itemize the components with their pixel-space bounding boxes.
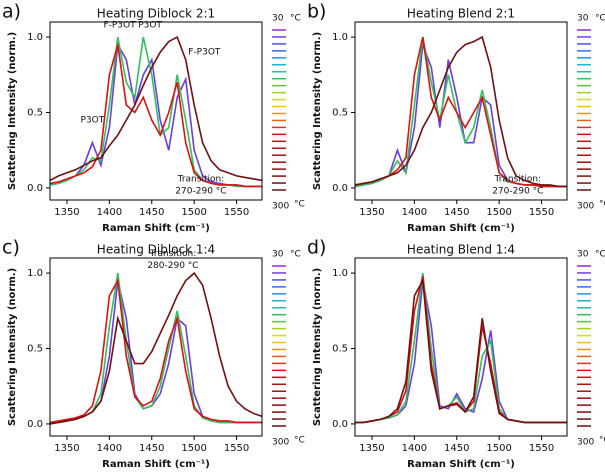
y-tick-label: 0.0 [332, 183, 348, 194]
x-tick-label: 1500 [486, 443, 511, 454]
y-tick-label: 1.0 [332, 268, 348, 279]
colorbar-unit: °C [599, 200, 605, 210]
y-axis-label: Scattering Intensity (norm.) [312, 268, 323, 426]
x-tick-label: 1550 [224, 443, 249, 454]
x-tick-label: 1450 [444, 443, 469, 454]
spectrum-line [50, 278, 262, 424]
chart-title: Heating Blend 2:1 [407, 7, 515, 21]
x-tick-label: 1350 [54, 443, 79, 454]
x-tick-label: 1350 [54, 207, 79, 218]
x-tick-label: 1400 [97, 207, 122, 218]
y-tick-label: 1.0 [332, 32, 348, 43]
panel-label: d) [307, 237, 326, 259]
colorbar-top: 30 [272, 250, 284, 260]
plot-frame [354, 257, 568, 437]
annotation: F-P3OT [188, 48, 221, 58]
x-tick-label: 1450 [444, 207, 469, 218]
chart-title: Heating Diblock 2:1 [97, 7, 215, 21]
x-tick-label: 1550 [529, 207, 554, 218]
y-axis-label: Scattering Intensity (norm.) [7, 268, 18, 426]
annotation: P3OT [81, 116, 105, 126]
colorbar-unit: °C [290, 14, 301, 24]
colorbar-bottom: 300 [272, 202, 289, 212]
colorbar-unit: °C [595, 14, 605, 24]
spectrum-line [355, 36, 567, 188]
spectrum-line [50, 35, 262, 182]
colorbar-unit: °C [599, 436, 605, 446]
y-tick-label: 0.5 [332, 108, 348, 119]
y-tick-label: 0.0 [27, 183, 43, 194]
annotation: Transition: [177, 174, 225, 184]
spectrum-line [355, 277, 567, 424]
annotation: F-P3OT [103, 21, 136, 31]
chart-title: Heating Blend 1:4 [407, 243, 515, 257]
panel-label: b) [307, 1, 326, 23]
chart-title: Heating Diblock 1:4 [97, 243, 215, 257]
x-tick-label: 1350 [359, 207, 384, 218]
colorbar-bottom: 300 [577, 438, 594, 448]
colorbar-unit: °C [290, 250, 301, 260]
annotation: Transition: [149, 249, 197, 259]
plot-frame [49, 21, 263, 201]
panel: b) Heating Blend 2:1 Raman Shift (cm⁻¹) Sca… [307, 1, 605, 235]
plot-frame [354, 21, 568, 201]
x-tick-label: 1500 [181, 207, 206, 218]
y-tick-label: 1.0 [27, 268, 43, 279]
colorbar-bottom: 300 [272, 438, 289, 448]
colorbar-unit: °C [294, 436, 305, 446]
x-axis-label: Raman Shift (cm⁻¹) [407, 459, 515, 470]
x-axis-label: Raman Shift (cm⁻¹) [102, 223, 210, 234]
colorbar-top: 30 [577, 250, 589, 260]
x-tick-label: 1400 [402, 443, 427, 454]
annotation: 280-290 °C [147, 261, 198, 271]
annotation: Transition: [494, 174, 542, 184]
plot-frame [49, 257, 263, 437]
spectrum-line [50, 280, 262, 424]
y-axis-label: Scattering Intensity (norm.) [7, 32, 18, 190]
x-tick-label: 1450 [139, 207, 164, 218]
colorbar-unit: °C [294, 200, 305, 210]
x-tick-label: 1500 [181, 443, 206, 454]
x-axis-label: Raman Shift (cm⁻¹) [102, 459, 210, 470]
annotation: P3OT [138, 21, 162, 31]
x-tick-label: 1550 [224, 207, 249, 218]
annotation: 270-290 °C [492, 186, 543, 196]
colorbar-top: 30 [272, 14, 284, 24]
colorbar-bottom: 300 [577, 202, 594, 212]
x-tick-label: 1450 [139, 443, 164, 454]
x-axis-label: Raman Shift (cm⁻¹) [407, 223, 515, 234]
x-tick-label: 1500 [486, 207, 511, 218]
y-tick-label: 0.0 [27, 419, 43, 430]
panel-label: a) [2, 1, 21, 23]
x-tick-label: 1550 [529, 443, 554, 454]
y-tick-label: 0.5 [332, 344, 348, 355]
y-tick-label: 0.5 [27, 344, 43, 355]
x-tick-label: 1400 [402, 207, 427, 218]
colorbar-top: 30 [577, 14, 589, 24]
annotation: 270-290 °C [175, 186, 226, 196]
spectrum-line [50, 44, 262, 188]
y-axis-label: Scattering Intensity (norm.) [312, 32, 323, 190]
y-tick-label: 0.0 [332, 419, 348, 430]
y-tick-label: 0.5 [27, 108, 43, 119]
spectrum-line [50, 271, 262, 425]
colorbar-unit: °C [595, 250, 605, 260]
x-tick-label: 1350 [359, 443, 384, 454]
spectrum-line [355, 44, 567, 188]
panel: d) Heating Blend 1:4 Raman Shift (cm⁻¹) Sca… [307, 237, 605, 471]
x-tick-label: 1400 [97, 443, 122, 454]
panel: a) Heating Diblock 2:1 Raman Shift (cm⁻¹) S… [2, 1, 305, 235]
spectrum-line [355, 35, 567, 188]
panel-label: c) [2, 237, 20, 259]
spectrum-line [355, 280, 567, 424]
panel: c) Heating Diblock 1:4 Raman Shift (cm⁻¹) S… [2, 237, 305, 471]
spectrum-line [355, 36, 567, 188]
y-tick-label: 1.0 [27, 32, 43, 43]
